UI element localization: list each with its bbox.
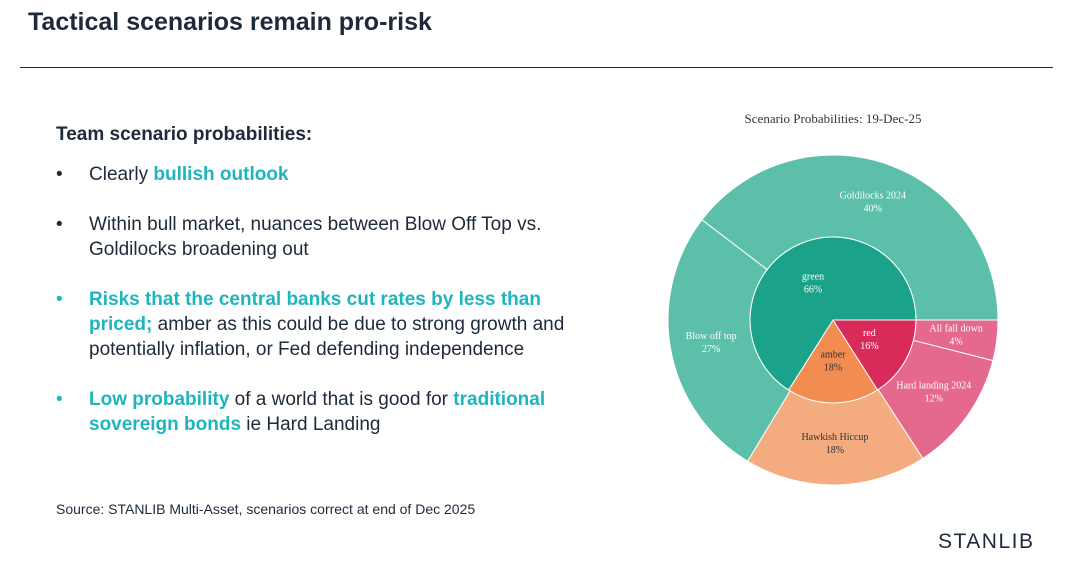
text: ie Hard Landing <box>241 414 381 435</box>
segment-name: All fall down <box>929 323 982 334</box>
bullet: Within bull market, nuances between Blow… <box>56 212 596 262</box>
bullet: Risks that the central banks cut rates b… <box>56 287 596 362</box>
divider <box>20 67 1053 68</box>
highlight: Risks that the central banks cut rates b… <box>89 289 541 335</box>
bullet-list: Clearly bullish outlook Within bull mark… <box>56 162 596 462</box>
segment-name: Hawkish Hiccup <box>801 432 868 443</box>
source: Source: STANLIB Multi-Asset, scenarios c… <box>56 501 476 517</box>
segment-label: red 16% <box>860 328 878 352</box>
segment-label: Blow off top 27% <box>686 331 737 355</box>
segment-name: amber <box>821 350 847 361</box>
highlight: bullish outlook <box>153 164 289 185</box>
segment-value: 18% <box>824 363 842 374</box>
text: Within bull market, nuances between Blow… <box>89 214 542 260</box>
segment-value: 66% <box>804 285 822 296</box>
segment-value: 16% <box>860 341 878 352</box>
text: of a world that is good for <box>229 389 454 410</box>
segment-value: 40% <box>864 204 882 215</box>
sunburst-segment <box>746 388 924 486</box>
highlight: Low probability <box>89 389 230 410</box>
chart-title: Scenario Probabilities: 19-Dec-25 <box>745 111 922 126</box>
slide-title: Tactical scenarios remain pro-risk <box>28 8 432 36</box>
segment-name: Blow off top <box>686 331 737 342</box>
text: Clearly <box>89 164 154 185</box>
sunburst-segment <box>667 219 791 462</box>
segment-name: Goldilocks 2024 <box>840 191 906 202</box>
segment-label: Goldilocks 2024 40% <box>840 191 906 215</box>
bullet: Clearly bullish outlook <box>56 162 596 187</box>
segment-label: All fall down 4% <box>929 323 982 347</box>
highlight: traditional sovereign bonds <box>89 389 546 435</box>
logo: STANLIB <box>938 530 1035 553</box>
segment-name: green <box>802 272 824 283</box>
text: amber as this could be due to strong gro… <box>89 314 565 360</box>
segment-label: Hawkish Hiccup 18% <box>801 432 868 456</box>
segment-value: 27% <box>702 344 720 355</box>
segment-label: Hard landing 2024 12% <box>896 380 971 404</box>
bullet: Low probability of a world that is good … <box>56 387 596 437</box>
segment-name: Hard landing 2024 <box>896 380 971 391</box>
heading: Team scenario probabilities: <box>56 124 313 145</box>
segment-label: amber 18% <box>821 350 847 374</box>
segment-value: 12% <box>925 393 943 404</box>
segment-value: 18% <box>826 445 844 456</box>
segment-name: red <box>863 328 876 339</box>
sunburst-segment <box>701 154 999 321</box>
segment-value: 4% <box>949 336 962 347</box>
segment-label: green 66% <box>802 272 824 296</box>
